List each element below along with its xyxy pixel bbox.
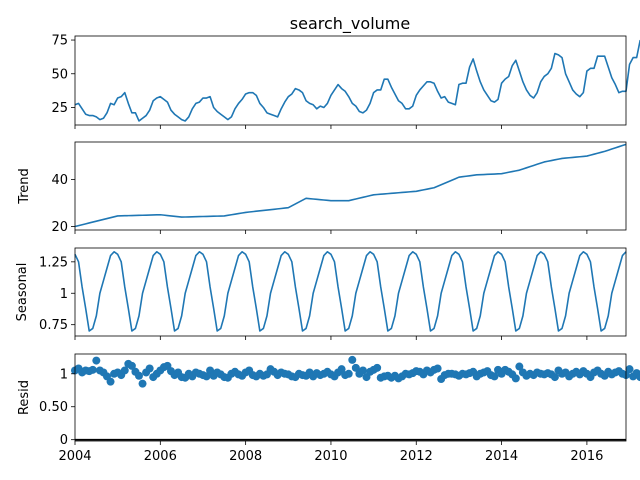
resid-point	[134, 371, 143, 380]
y-tick-label: 75	[51, 34, 68, 49]
panel-observed: 25 50 75	[51, 34, 640, 129]
axes-frame	[74, 247, 627, 337]
x-tick-label: 2004	[58, 449, 91, 464]
chart-title: search_volume	[290, 14, 410, 34]
resid-point	[138, 379, 147, 388]
x-tick-label: 2012	[400, 449, 433, 464]
y-tick-label: 0.75	[39, 318, 68, 333]
x-tick-label: 2016	[570, 449, 603, 464]
resid-point	[625, 365, 634, 374]
resid-point	[636, 373, 640, 382]
resid-point	[145, 364, 154, 373]
resid-point	[88, 365, 97, 374]
axes-frame	[74, 35, 627, 126]
resid-point	[92, 356, 101, 365]
resid-point	[515, 362, 524, 371]
y-tick-label: 0	[60, 433, 68, 448]
observed-line	[74, 39, 640, 122]
axes-frame	[74, 141, 627, 231]
resid-point	[550, 373, 559, 382]
resid-point	[106, 377, 115, 386]
trend-line	[74, 143, 627, 228]
y-tick-label: 50	[51, 67, 68, 82]
resid-point	[344, 369, 353, 378]
y-tick-label: 1	[60, 367, 68, 382]
resid-point	[433, 364, 442, 373]
resid-point	[358, 366, 367, 375]
y-axis-label: Resid	[17, 380, 32, 415]
panel-seasonal: 0.75 1 1.25 Seasonal	[15, 247, 627, 340]
x-tick-label: 2014	[485, 449, 518, 464]
resid-point	[373, 363, 382, 372]
resid-point	[127, 361, 136, 370]
y-tick-label: 1.25	[39, 255, 68, 270]
axes-frame	[74, 353, 627, 442]
x-tick-label: 2008	[229, 449, 262, 464]
x-tick-label: 2006	[144, 449, 177, 464]
y-tick-label: 40	[51, 173, 68, 188]
panel-trend: 20 40 Trend	[17, 141, 627, 235]
y-axis-label: Seasonal	[15, 263, 30, 322]
panel-resid: 0 0.50 1 Resid 2004 2006 2008 2010 2012 2014 2016	[17, 353, 640, 464]
resid-point	[120, 366, 129, 375]
resid-point	[337, 365, 346, 374]
x-tick-label: 2010	[314, 449, 347, 464]
y-tick-label: 0.50	[39, 400, 68, 415]
y-tick-label: 20	[51, 220, 68, 235]
resid-point	[490, 372, 499, 381]
resid-point	[511, 374, 520, 383]
resid-point	[351, 363, 360, 372]
y-tick-label: 1	[60, 287, 68, 302]
y-axis-label: Trend	[17, 168, 32, 205]
resid-point	[202, 372, 211, 381]
seasonal-line	[74, 250, 627, 332]
y-tick-label: 25	[51, 101, 68, 116]
resid-point	[348, 355, 357, 364]
